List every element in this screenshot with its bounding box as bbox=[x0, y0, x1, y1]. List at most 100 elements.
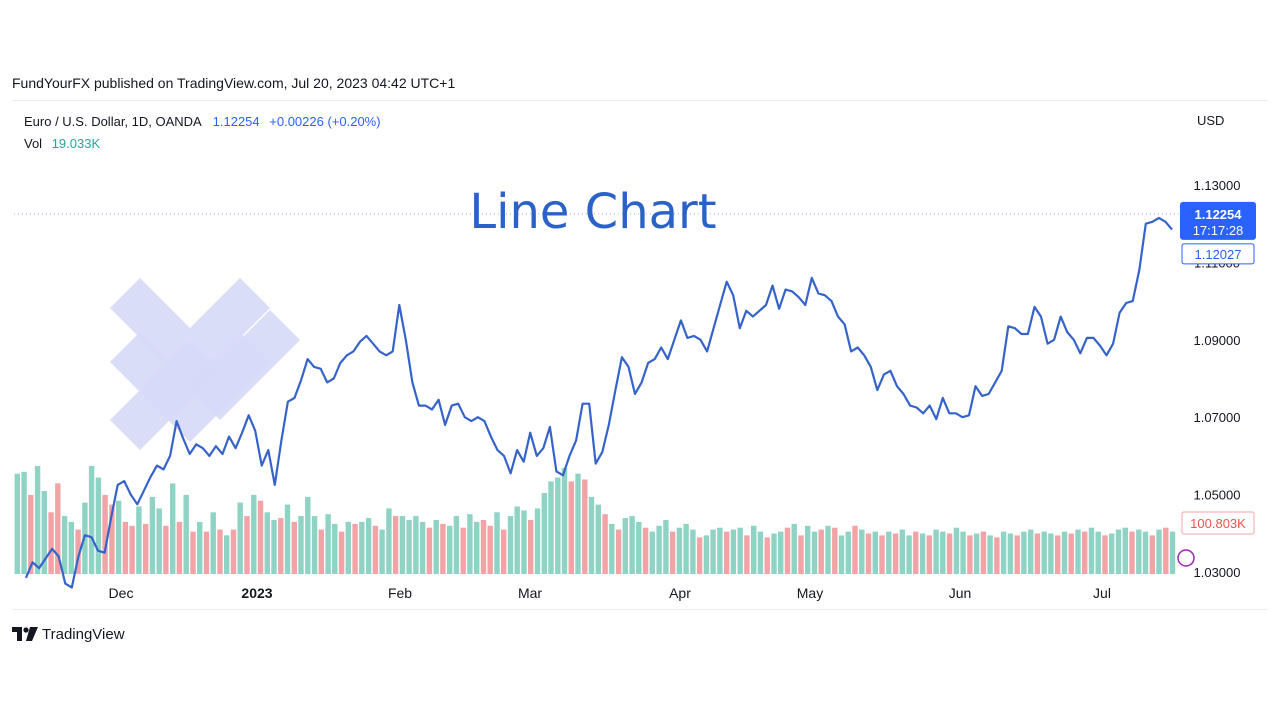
volume-bar bbox=[1142, 531, 1149, 574]
volume-bar bbox=[210, 512, 216, 574]
volume-bar bbox=[1095, 531, 1101, 574]
volume-bar bbox=[724, 531, 730, 574]
volume-bar bbox=[642, 527, 649, 574]
volume-bar bbox=[575, 473, 581, 574]
volume-bar bbox=[960, 531, 966, 574]
tradingview-logo-icon bbox=[12, 627, 38, 641]
volume-bar bbox=[197, 521, 203, 574]
volume-bar bbox=[156, 508, 162, 574]
volume-bar bbox=[494, 512, 500, 574]
volume-bar bbox=[609, 523, 615, 574]
volume-bar bbox=[1169, 531, 1176, 574]
volume-bar bbox=[352, 523, 358, 574]
volume-label[interactable]: Vol bbox=[24, 136, 43, 151]
volume-bar bbox=[284, 504, 291, 574]
volume-bar bbox=[102, 494, 108, 574]
volume-bar bbox=[1163, 527, 1169, 574]
volume-bar bbox=[778, 531, 784, 574]
volume-bar bbox=[561, 467, 568, 574]
volume-bar bbox=[629, 516, 635, 574]
volume-tag-value: 100.803K bbox=[1190, 516, 1246, 531]
volume-bar bbox=[149, 496, 156, 574]
y-tick-label: 1.05000 bbox=[1194, 488, 1241, 503]
volume-bar bbox=[41, 491, 47, 574]
symbol-legend: Euro / U.S. Dollar, 1D, OANDA 1.12254 +0… bbox=[24, 111, 381, 155]
volume-bar bbox=[791, 523, 797, 574]
volume-bar bbox=[913, 531, 919, 574]
volume-bar bbox=[1014, 535, 1020, 574]
volume-bar bbox=[764, 537, 770, 574]
volume-bar bbox=[825, 525, 831, 574]
volume-bar bbox=[34, 466, 41, 574]
volume-bar bbox=[1061, 531, 1068, 574]
volume-bar bbox=[514, 506, 520, 574]
volume-bar bbox=[257, 500, 264, 574]
volume-bar bbox=[798, 535, 804, 574]
x-tick-label: Mar bbox=[518, 585, 542, 601]
volume-bar bbox=[865, 533, 872, 574]
volume-bar bbox=[332, 523, 338, 574]
volume-bar bbox=[933, 529, 939, 574]
tradingview-brand[interactable]: TradingView bbox=[12, 624, 125, 644]
volume-bar bbox=[271, 520, 277, 574]
x-tick-label: Feb bbox=[388, 585, 412, 601]
x-tick-label: Apr bbox=[669, 585, 691, 601]
volume-bar bbox=[602, 514, 608, 574]
volume-bar bbox=[1068, 533, 1074, 574]
volume-bar bbox=[832, 527, 838, 574]
volume-bar bbox=[1082, 531, 1088, 574]
volume-bar bbox=[663, 520, 669, 574]
volume-bar bbox=[75, 529, 81, 574]
volume-bar bbox=[1129, 531, 1135, 574]
time-axis[interactable]: Dec 2023 Feb Mar Apr May Jun Jul bbox=[109, 585, 1111, 601]
currency-label[interactable]: USD bbox=[1197, 113, 1225, 128]
volume-bar bbox=[507, 516, 514, 574]
volume-bar bbox=[555, 477, 561, 574]
volume-value: 19.033K bbox=[51, 136, 101, 151]
volume-bar bbox=[946, 533, 953, 574]
volume-bar bbox=[68, 521, 74, 574]
volume-bar bbox=[190, 531, 196, 574]
volume-bar bbox=[447, 525, 453, 574]
volume-bar bbox=[818, 529, 824, 574]
volume-bar bbox=[440, 523, 446, 574]
volume-bar bbox=[291, 521, 297, 574]
volume-bar bbox=[379, 529, 385, 574]
volume-bar bbox=[987, 535, 993, 574]
volume-bar bbox=[649, 531, 655, 574]
volume-bar bbox=[1055, 535, 1061, 574]
volume-bar bbox=[264, 512, 270, 574]
chart-pane[interactable] bbox=[12, 100, 1268, 610]
volume-bar bbox=[899, 529, 905, 574]
volume-bar bbox=[115, 500, 122, 574]
volume-bar bbox=[170, 483, 176, 574]
volume-bar bbox=[710, 529, 716, 574]
volume-bar bbox=[528, 520, 534, 574]
volume-bar bbox=[892, 533, 899, 574]
volume-bar bbox=[595, 504, 601, 574]
volume-bar bbox=[859, 529, 865, 574]
volume-bar bbox=[230, 529, 237, 574]
volume-bar bbox=[338, 531, 345, 574]
volume-bar bbox=[717, 527, 723, 574]
volume-bar bbox=[534, 508, 541, 574]
volume-bar bbox=[392, 516, 399, 574]
fundyourfx-logo-watermark bbox=[110, 278, 300, 450]
y-tick-label: 1.07000 bbox=[1194, 410, 1241, 425]
y-tick-label: 1.03000 bbox=[1194, 565, 1241, 580]
volume-bar bbox=[176, 521, 183, 574]
volume-bar bbox=[690, 529, 696, 574]
symbol-name[interactable]: Euro / U.S. Dollar, 1D, OANDA bbox=[24, 114, 202, 129]
volume-bar bbox=[129, 525, 135, 574]
volume-bar bbox=[28, 494, 34, 574]
volume-bar bbox=[474, 521, 480, 574]
volume-bar bbox=[372, 525, 379, 574]
volume-bars bbox=[14, 466, 1176, 574]
volume-bar bbox=[967, 535, 973, 574]
volume-bar bbox=[386, 508, 392, 574]
volume-bar bbox=[730, 529, 737, 574]
volume-bar bbox=[14, 473, 20, 574]
watermark-chevron bbox=[110, 340, 220, 450]
